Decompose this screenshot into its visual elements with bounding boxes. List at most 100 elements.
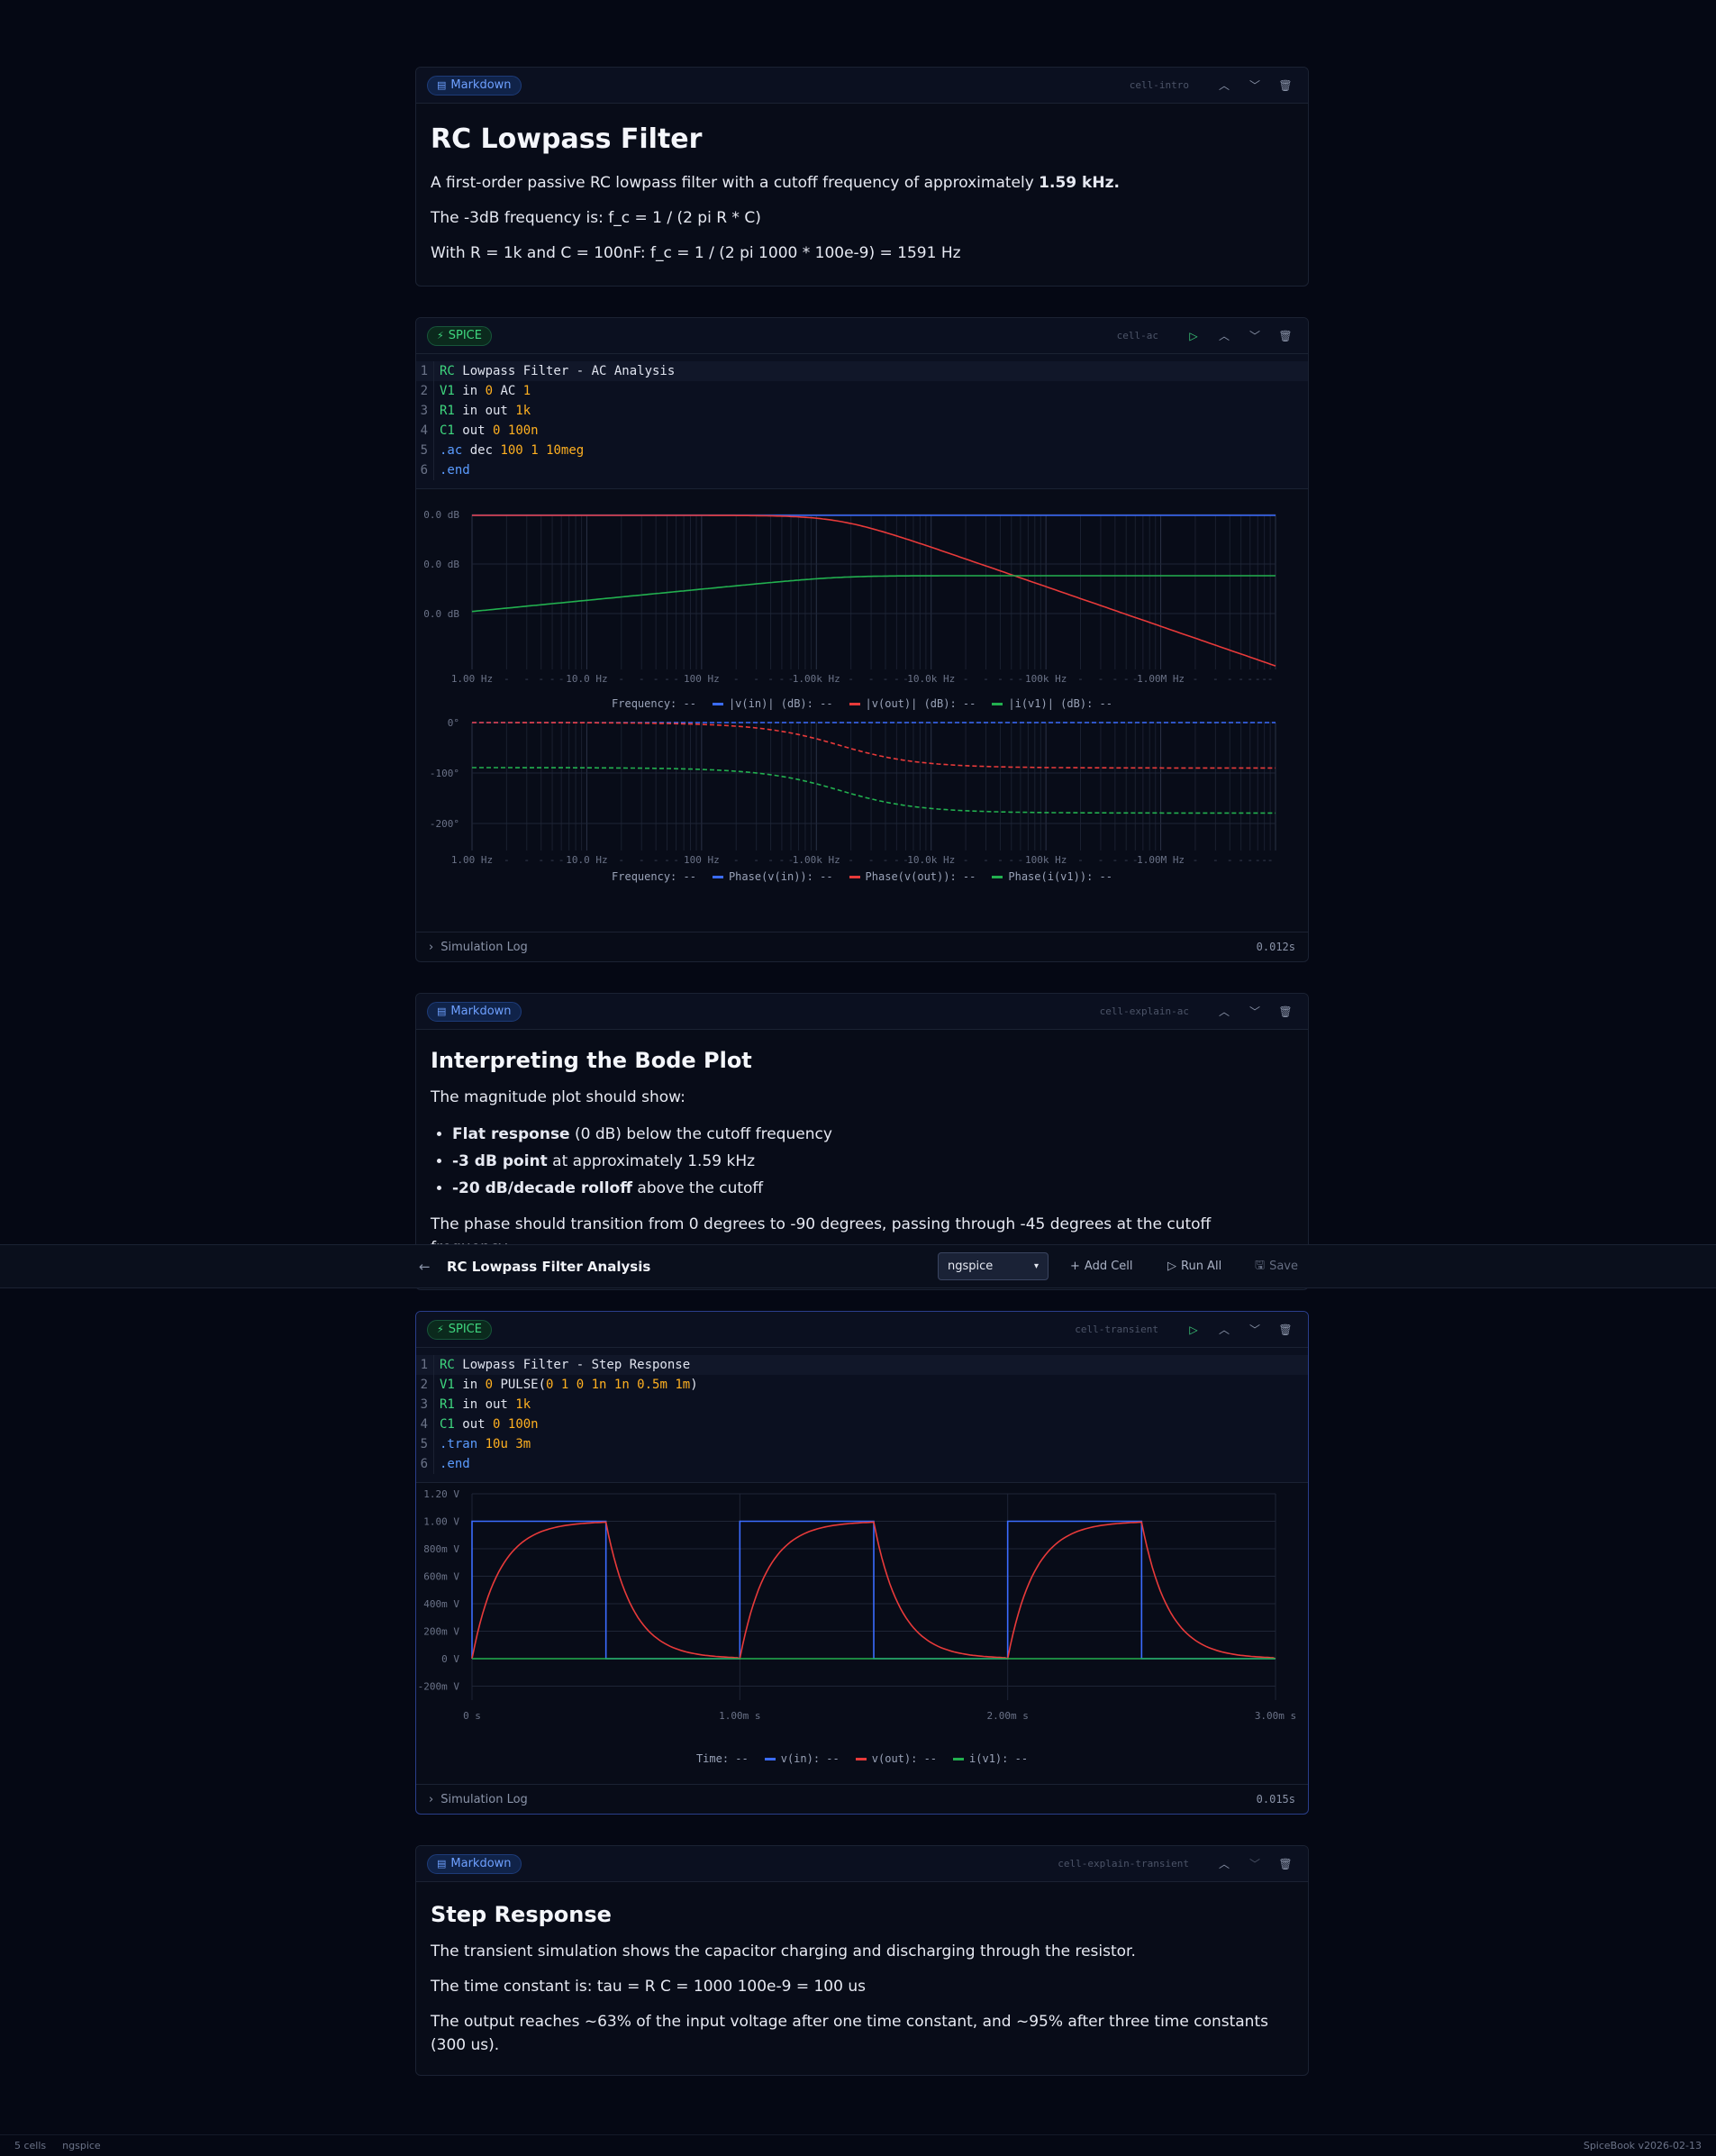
- cell-header: ▤ Markdown cell-explain-transient ︿ ﹀ 🗑: [416, 1846, 1308, 1882]
- badge-label: Markdown: [450, 1005, 512, 1018]
- x-minor-tick: -: [789, 854, 793, 866]
- delete-cell-button[interactable]: 🗑: [1274, 74, 1297, 97]
- code-line: 4 C1 out 0 100n: [416, 421, 1308, 441]
- x-tick-label: 3.00m s: [1255, 1710, 1296, 1722]
- line-number: 4: [416, 421, 434, 441]
- x-minor-tick: -: [654, 854, 658, 866]
- transient-plot[interactable]: 1.20 V 1.00 V 800m V 600m V 400m V 200m V 0 V -…: [416, 1483, 1308, 1786]
- simulation-log-toggle[interactable]: › Simulation Log 0.015s: [416, 1784, 1308, 1814]
- cell-header: ⚡ SPICE cell-transient ▷ ︿ ﹀ 🗑: [416, 1312, 1308, 1348]
- back-button[interactable]: ←: [419, 1259, 431, 1275]
- x-minor-tick: -: [1124, 673, 1128, 684]
- move-down-button[interactable]: ﹀: [1243, 1000, 1267, 1023]
- x-minor-tick: -: [1133, 673, 1137, 684]
- x-minor-tick: -: [640, 673, 643, 684]
- series-line: [472, 514, 1276, 667]
- code-editor[interactable]: 1 RC Lowpass Filter - Step Response 2 V1 i…: [416, 1348, 1308, 1483]
- list-item: Flat response (0 dB) below the cutoff fr…: [452, 1121, 1294, 1148]
- x-minor-tick: -: [1268, 673, 1272, 684]
- x-minor-tick: -: [1194, 673, 1197, 684]
- x-minor-tick: -: [869, 854, 873, 866]
- simulation-log-toggle[interactable]: › Simulation Log 0.012s: [416, 932, 1308, 961]
- chevron-down-icon: ﹀: [1248, 1005, 1260, 1018]
- code-text: RC Lowpass Filter - AC Analysis: [440, 364, 676, 378]
- add-cell-button[interactable]: + Add Cell: [1070, 1260, 1133, 1273]
- play-icon: ▷: [1189, 1323, 1198, 1336]
- code-line: 6 .end: [416, 1454, 1308, 1474]
- chevron-down-icon: ﹀: [1248, 1324, 1260, 1336]
- legend-x: Time: --: [695, 1752, 749, 1765]
- move-up-button[interactable]: ︿: [1212, 1318, 1236, 1342]
- x-tick-label: 10.0 Hz: [566, 854, 607, 866]
- x-minor-tick: -: [559, 854, 563, 866]
- delete-cell-button[interactable]: 🗑: [1274, 1318, 1297, 1342]
- lightning-icon: ⚡: [437, 330, 444, 341]
- cell-id-label: cell-transient: [1075, 1324, 1158, 1335]
- move-down-button[interactable]: ﹀: [1243, 1852, 1267, 1876]
- delete-cell-button[interactable]: 🗑: [1274, 1852, 1297, 1876]
- series-line: [471, 1520, 1276, 1660]
- move-down-button[interactable]: ﹀: [1243, 324, 1267, 348]
- paragraph: The time constant is: tau = R C = 1000 1…: [431, 1978, 866, 1996]
- lightning-icon: ⚡: [437, 1324, 444, 1335]
- phase-plot[interactable]: 1.00 Hz 10.0 Hz 100 Hz 1.00k Hz 10.0k Hz 100k…: [416, 701, 1308, 896]
- x-minor-tick: -: [903, 854, 907, 866]
- save-icon: 🖫: [1255, 1258, 1266, 1272]
- x-minor-tick: -: [1194, 854, 1197, 866]
- move-up-button[interactable]: ︿: [1212, 324, 1236, 348]
- chevron-up-icon: ︿: [1218, 1005, 1230, 1018]
- x-minor-tick: -: [1213, 854, 1217, 866]
- code-text: C1 out 0 100n: [440, 423, 539, 438]
- legend-x: Frequency: --: [612, 870, 696, 883]
- x-tick-label: 100k Hz: [1025, 673, 1067, 684]
- cell-id-label: cell-intro: [1129, 79, 1189, 91]
- run-cell-button[interactable]: ▷: [1182, 1318, 1205, 1342]
- move-up-button[interactable]: ︿: [1212, 1852, 1236, 1876]
- cell-count: 5 cells: [14, 2140, 47, 2151]
- text: above the cutoff: [632, 1179, 764, 1197]
- x-minor-tick: -: [884, 854, 887, 866]
- x-minor-tick: -: [1248, 854, 1252, 866]
- magnitude-plot[interactable]: 1.00 Hz 10.0 Hz 100 Hz 1.00k Hz 10.0k Hz 100k…: [416, 489, 1308, 710]
- x-tick-label: 100k Hz: [1025, 854, 1067, 866]
- text: at approximately 1.59 kHz: [547, 1152, 756, 1170]
- x-minor-tick: -: [755, 673, 758, 684]
- legend-item: i(v1): --: [948, 1752, 1028, 1765]
- simulator-select-value: ngspice: [948, 1260, 994, 1273]
- run-all-button[interactable]: ▷ Run All: [1167, 1260, 1221, 1273]
- x-tick-label: 10.0k Hz: [907, 854, 955, 866]
- x-minor-tick: -: [1268, 854, 1272, 866]
- x-minor-tick: -: [1256, 854, 1259, 866]
- markdown-content: Step Response The transient simulation s…: [416, 1882, 1308, 2075]
- spice-badge: ⚡ SPICE: [427, 325, 492, 346]
- x-minor-tick: -: [789, 673, 793, 684]
- save-button[interactable]: 🖫 Save: [1255, 1257, 1298, 1277]
- notebook-toolbar: ← RC Lowpass Filter Analysis ngspice ▾ +…: [0, 1244, 1716, 1288]
- line-number: 2: [416, 381, 434, 401]
- delete-cell-button[interactable]: 🗑: [1274, 1000, 1297, 1023]
- simulator-select[interactable]: ngspice ▾: [938, 1252, 1049, 1280]
- x-minor-tick: -: [1213, 673, 1217, 684]
- y-tick-label: -200°: [430, 818, 459, 830]
- delete-cell-button[interactable]: 🗑: [1274, 324, 1297, 348]
- cell-id-label: cell-ac: [1116, 330, 1158, 341]
- x-minor-tick: -: [998, 854, 1002, 866]
- code-text: .end: [440, 463, 470, 478]
- run-cell-button[interactable]: ▷: [1182, 324, 1205, 348]
- line-number: 3: [416, 401, 434, 421]
- y-tick-label: 0.0 dB: [423, 559, 459, 570]
- x-minor-tick: -: [1248, 673, 1252, 684]
- trash-icon: 🗑: [1278, 78, 1293, 92]
- notebook-title[interactable]: RC Lowpass Filter Analysis: [447, 1258, 651, 1275]
- x-tick-label: 100 Hz: [684, 673, 720, 684]
- chevron-down-icon: ﹀: [1248, 1858, 1260, 1870]
- move-up-button[interactable]: ︿: [1212, 1000, 1236, 1023]
- paragraph: The transient simulation shows the capac…: [431, 1942, 1136, 1960]
- move-up-button[interactable]: ︿: [1212, 74, 1236, 97]
- text: (0 dB) below the cutoff frequency: [569, 1125, 832, 1143]
- x-minor-tick: -: [1079, 854, 1083, 866]
- move-down-button[interactable]: ﹀: [1243, 74, 1267, 97]
- code-editor[interactable]: 1 RC Lowpass Filter - AC Analysis 2 V1 in …: [416, 354, 1308, 489]
- y-tick-label: 1.00 V: [423, 1516, 459, 1528]
- move-down-button[interactable]: ﹀: [1243, 1318, 1267, 1342]
